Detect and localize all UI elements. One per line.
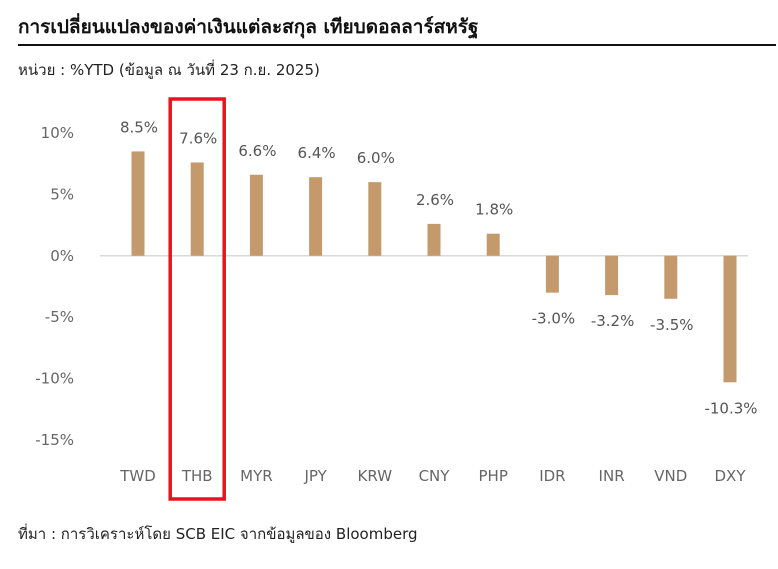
y-tick-label: -15% bbox=[35, 431, 74, 449]
data-label-vnd: -3.5% bbox=[650, 316, 694, 334]
y-tick-label: 10% bbox=[41, 124, 74, 142]
data-label-idr: -3.0% bbox=[532, 310, 576, 328]
x-category-krw: KRW bbox=[358, 467, 393, 485]
bar-vnd bbox=[664, 255, 678, 299]
y-axis-ticks: 10% 5% 0% -5% -10% -15% bbox=[35, 124, 74, 449]
title-divider bbox=[18, 44, 776, 46]
y-tick-label: 0% bbox=[50, 247, 74, 265]
x-category-inr: INR bbox=[599, 467, 625, 485]
x-category-vnd: VND bbox=[654, 467, 687, 485]
data-label-thb: 7.6% bbox=[179, 129, 217, 147]
bar-dxy bbox=[723, 255, 737, 383]
data-label-inr: -3.2% bbox=[591, 312, 635, 330]
bar-thb bbox=[190, 162, 204, 256]
x-category-twd: TWD bbox=[119, 467, 156, 485]
bar-myr bbox=[249, 174, 263, 256]
y-tick-label: -10% bbox=[35, 370, 74, 388]
data-label-krw: 6.0% bbox=[357, 149, 395, 167]
x-category-php: PHP bbox=[479, 467, 508, 485]
x-category-cny: CNY bbox=[419, 467, 451, 485]
y-tick-label: 5% bbox=[50, 185, 74, 203]
data-label-php: 1.8% bbox=[475, 201, 513, 219]
source-note: ที่มา : การวิเคราะห์โดย SCB EIC จากข้อมู… bbox=[18, 525, 418, 543]
bar-krw bbox=[368, 182, 382, 256]
bar-twd bbox=[131, 151, 145, 256]
x-category-thb: THB bbox=[181, 467, 213, 485]
x-category-jpy: JPY bbox=[303, 467, 327, 485]
bar-php bbox=[486, 233, 500, 256]
bar-inr bbox=[605, 255, 619, 296]
x-category-idr: IDR bbox=[539, 467, 565, 485]
data-label-jpy: 6.4% bbox=[298, 144, 336, 162]
data-label-dxy: -10.3% bbox=[704, 399, 757, 417]
bar-idr bbox=[545, 255, 559, 293]
chart-title: การเปลี่ยนแปลงของค่าเงินแต่ละสกุล เทียบด… bbox=[18, 16, 479, 38]
highlight-box-thb bbox=[168, 97, 226, 501]
data-label-myr: 6.6% bbox=[238, 142, 276, 160]
data-labels: 8.5% 7.6% 6.6% 6.4% 6.0% 2.6% 1.8% -3.0% -3.2% -3… bbox=[120, 118, 758, 417]
bars bbox=[131, 151, 737, 383]
x-category-dxy: DXY bbox=[715, 467, 747, 485]
data-label-cny: 2.6% bbox=[416, 191, 454, 209]
y-tick-label: -5% bbox=[45, 308, 74, 326]
bar-cny bbox=[427, 223, 441, 256]
x-category-myr: MYR bbox=[240, 467, 273, 485]
data-label-twd: 8.5% bbox=[120, 118, 158, 136]
bar-jpy bbox=[309, 177, 323, 256]
x-axis-categories: TWD THB MYR JPY KRW CNY PHP IDR INR VND DXY bbox=[119, 467, 746, 485]
chart-subtitle: หน่วย : %YTD (ข้อมูล ณ วันที่ 23 ก.ย. 20… bbox=[18, 61, 320, 79]
